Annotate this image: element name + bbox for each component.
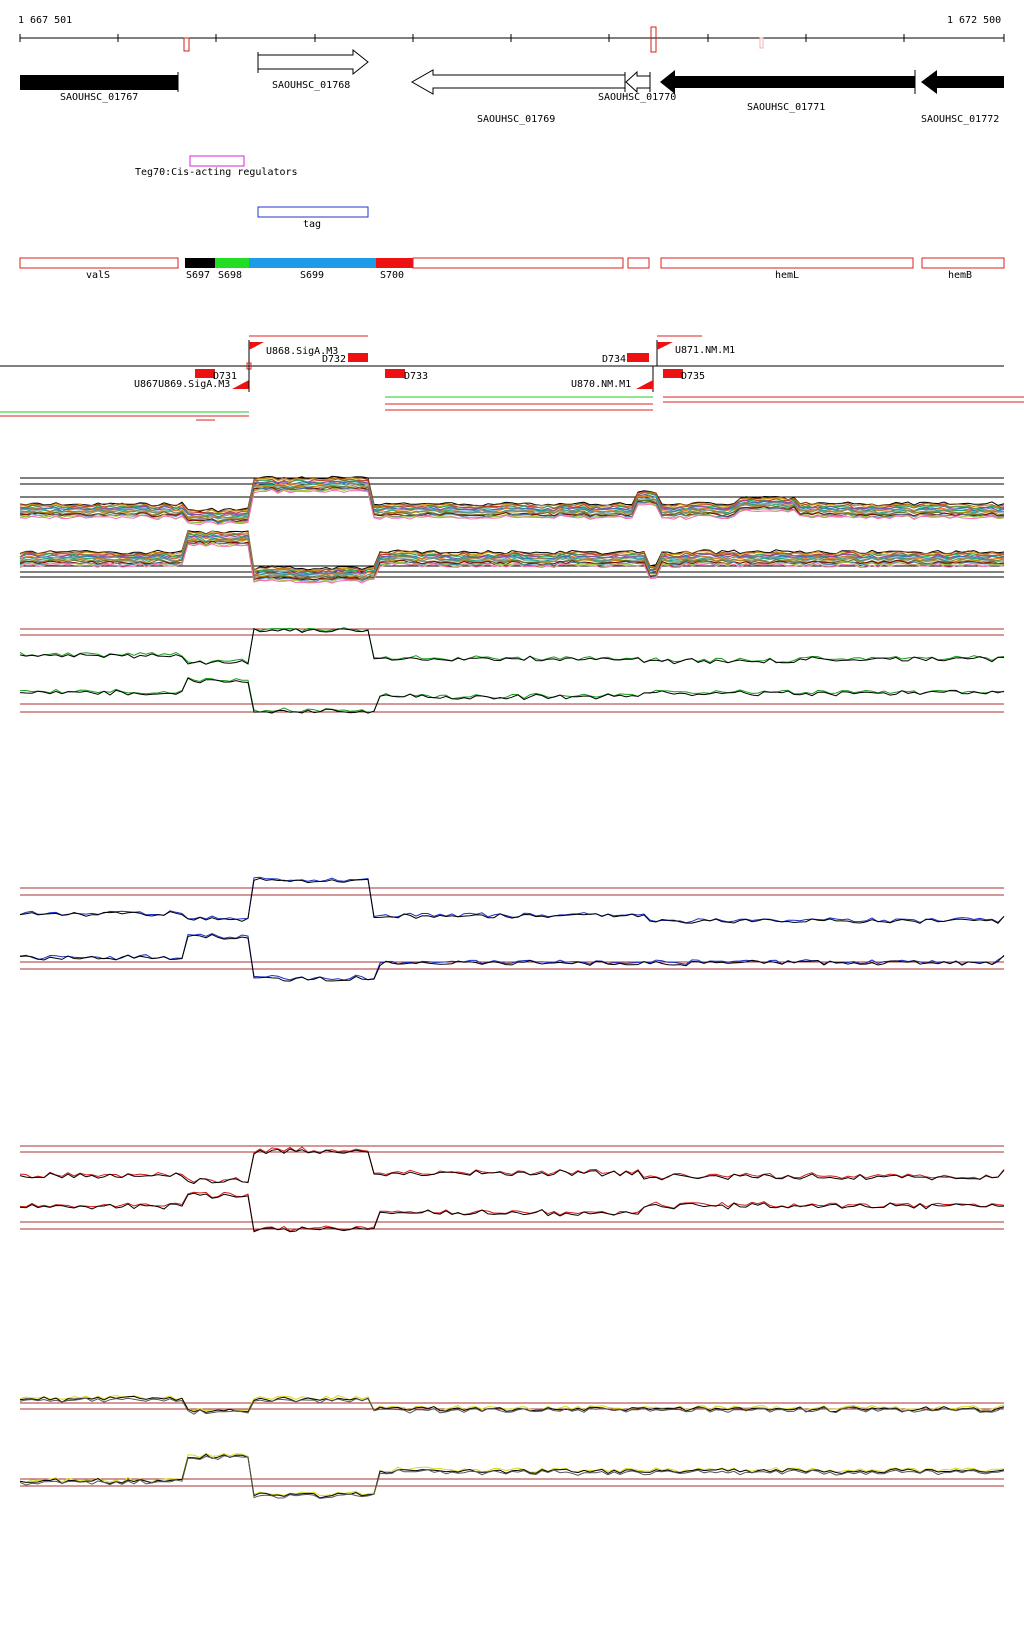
segment-label: S698 (218, 270, 242, 281)
tss-flag[interactable] (657, 342, 673, 350)
segment-box[interactable] (921, 257, 1005, 269)
expression-trace (19, 476, 1005, 513)
expression-trace (19, 1455, 1005, 1500)
expression-trace (19, 543, 1005, 584)
coordinate-ruler: 1 667 501 1 672 500 (18, 15, 1005, 53)
expression-trace (19, 627, 1005, 665)
tss-block[interactable] (385, 369, 405, 378)
tss-flag[interactable] (232, 380, 249, 389)
expression-trace (19, 1148, 1005, 1185)
segment-label: S699 (300, 270, 324, 281)
expression-trace (19, 676, 1005, 714)
gene-arrow[interactable] (921, 70, 1004, 94)
gene-arrow[interactable] (410, 69, 626, 95)
expression-panel-blue (19, 876, 1005, 982)
segment-label: S697 (186, 270, 210, 281)
gene-arrow[interactable] (257, 48, 369, 76)
tss-label: D735 (681, 371, 705, 382)
segment-box[interactable] (376, 258, 413, 268)
gene-label: SAOUHSC_01767 (60, 92, 138, 103)
tss-block[interactable] (663, 369, 683, 378)
tss-track: U868.SigA.M3 D732 D731 U867U869.SigA.M3 … (0, 335, 1024, 421)
expression-trace (19, 1395, 1005, 1413)
regulator-label: Teg70:Cis-acting regulators (135, 167, 298, 178)
segment-box[interactable] (215, 258, 249, 268)
tag-box[interactable] (257, 206, 369, 218)
expression-trace (19, 677, 1005, 714)
expression-trace (19, 488, 1005, 526)
tss-label: U870.NM.M1 (571, 379, 631, 390)
regulator-box[interactable] (189, 155, 245, 167)
tag-label: tag (303, 219, 321, 230)
segment-box[interactable] (249, 258, 376, 268)
expression-trace (19, 480, 1005, 518)
gene-label: SAOUHSC_01771 (747, 102, 825, 113)
segment-track: valS S697 S698 S699 S700 hemL hemB (19, 257, 1005, 281)
ruler-end-label: 1 672 500 (947, 15, 1001, 26)
gene-label: SAOUHSC_01769 (477, 114, 555, 125)
tss-label: U867U869.SigA.M3 (134, 379, 230, 390)
annotation-track: Teg70:Cis-acting regulators tag (135, 155, 369, 230)
expression-trace (19, 933, 1005, 982)
gene-label: SAOUHSC_01772 (921, 114, 999, 125)
segment-box[interactable] (19, 257, 179, 269)
expression-trace (19, 877, 1005, 924)
gene-label: SAOUHSC_01770 (598, 92, 676, 103)
expression-panel-multi (19, 475, 1005, 584)
expression-trace (19, 485, 1005, 523)
expression-trace (19, 876, 1005, 924)
expression-trace (19, 1146, 1005, 1184)
gene-track: SAOUHSC_01767 SAOUHSC_01768 SAOUHSC_0176… (20, 48, 1004, 125)
expression-trace (19, 482, 1004, 519)
segment-box[interactable] (412, 257, 624, 269)
segment-box[interactable] (185, 258, 215, 268)
expression-trace (19, 540, 1005, 581)
ruler-marker (183, 37, 190, 52)
expression-trace (19, 1397, 1005, 1415)
expression-trace (19, 1453, 1005, 1499)
expression-trace (19, 1452, 1005, 1497)
tss-flag[interactable] (636, 380, 653, 389)
gene-label: SAOUHSC_01768 (272, 80, 350, 91)
ruler-marker (759, 37, 764, 49)
expression-panel-green (19, 627, 1005, 714)
expression-trace (19, 627, 1005, 665)
tss-label: U871.NM.M1 (675, 345, 735, 356)
segment-label: valS (86, 270, 110, 281)
segment-label: hemL (775, 270, 799, 281)
tss-label: D733 (404, 371, 428, 382)
gene-arrow[interactable] (660, 70, 915, 94)
tss-block[interactable] (195, 369, 215, 378)
segment-box[interactable] (660, 257, 914, 269)
expression-panel-red (19, 1145, 1005, 1233)
tss-label: D732 (322, 354, 346, 365)
segment-box[interactable] (627, 257, 650, 269)
gene-arrow[interactable] (20, 75, 178, 90)
expression-trace (19, 1192, 1005, 1233)
segment-label: S700 (380, 270, 404, 281)
tss-label: D731 (213, 371, 237, 382)
expression-panel-yellow (19, 1394, 1005, 1500)
expression-trace (19, 487, 1005, 524)
tss-block[interactable] (627, 353, 649, 362)
ruler-start-label: 1 667 501 (18, 15, 72, 26)
expression-trace (19, 933, 1005, 981)
tss-flag[interactable] (249, 342, 264, 350)
tss-label: U868.SigA.M3 (266, 346, 338, 357)
expression-trace (19, 1191, 1005, 1232)
tss-label: D734 (602, 354, 626, 365)
ruler-ticks (19, 34, 1005, 42)
segment-label: hemB (948, 270, 972, 281)
tss-block[interactable] (348, 353, 368, 362)
ruler-marker (650, 26, 657, 53)
gene-arrow[interactable] (625, 70, 651, 94)
